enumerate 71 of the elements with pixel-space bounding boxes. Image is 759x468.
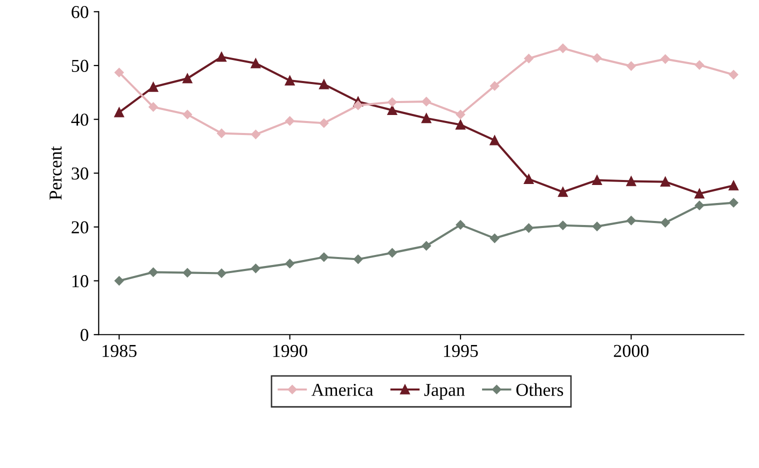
point	[660, 54, 670, 64]
point	[216, 52, 226, 62]
point	[182, 268, 192, 278]
y-tick-label: 0	[80, 328, 88, 342]
point	[524, 174, 534, 184]
legend-label: Japan	[424, 384, 465, 400]
point	[558, 44, 568, 53]
point	[694, 60, 704, 70]
point	[216, 268, 226, 278]
point	[728, 180, 738, 190]
point	[558, 220, 568, 230]
point	[592, 222, 602, 232]
point	[524, 54, 534, 64]
point	[319, 118, 329, 128]
x-tick-label: 1995	[444, 344, 478, 358]
point	[114, 276, 124, 286]
point	[148, 82, 158, 92]
y-tick-label: 50	[72, 60, 88, 72]
point	[694, 200, 704, 210]
y-tick-label: 30	[72, 167, 88, 180]
point	[285, 258, 294, 268]
point	[148, 102, 158, 112]
point	[148, 268, 158, 277]
point	[728, 198, 738, 208]
point	[250, 58, 261, 68]
point	[558, 187, 568, 197]
point	[626, 176, 636, 186]
point	[353, 254, 363, 264]
point	[456, 220, 466, 230]
point	[694, 188, 704, 198]
point	[285, 116, 294, 126]
point	[387, 105, 398, 116]
point	[626, 216, 636, 226]
point	[490, 234, 500, 243]
legend-label: Others	[516, 383, 564, 396]
point	[388, 97, 397, 107]
point	[592, 175, 602, 186]
point	[456, 110, 466, 120]
point	[626, 61, 636, 71]
point	[490, 135, 500, 146]
point	[251, 130, 260, 140]
point	[284, 76, 295, 86]
point	[660, 176, 670, 187]
point	[216, 128, 226, 138]
y-axis-title: Percent	[50, 146, 62, 200]
point	[524, 223, 534, 233]
point	[660, 218, 670, 228]
point	[388, 248, 397, 258]
point	[422, 241, 431, 250]
point	[353, 100, 363, 110]
y-tick-label: 20	[72, 221, 88, 234]
point	[728, 70, 738, 80]
point	[182, 74, 192, 84]
point	[319, 252, 329, 262]
y-tick-label: 40	[71, 114, 88, 126]
x-tick-label: 2000	[614, 344, 649, 358]
x-tick-label: 1990	[273, 344, 308, 358]
y-tick-label: 10	[72, 275, 88, 288]
point	[456, 120, 466, 130]
point	[114, 107, 124, 118]
point	[319, 79, 329, 90]
point	[422, 96, 431, 106]
legend-label: America	[311, 384, 374, 396]
x-tick-label: 1985	[102, 344, 136, 358]
point	[490, 81, 500, 91]
point	[251, 264, 260, 274]
point	[422, 113, 432, 124]
point	[592, 53, 602, 63]
point	[114, 68, 124, 78]
point	[182, 110, 192, 120]
y-tick-label: 60	[72, 6, 88, 18]
